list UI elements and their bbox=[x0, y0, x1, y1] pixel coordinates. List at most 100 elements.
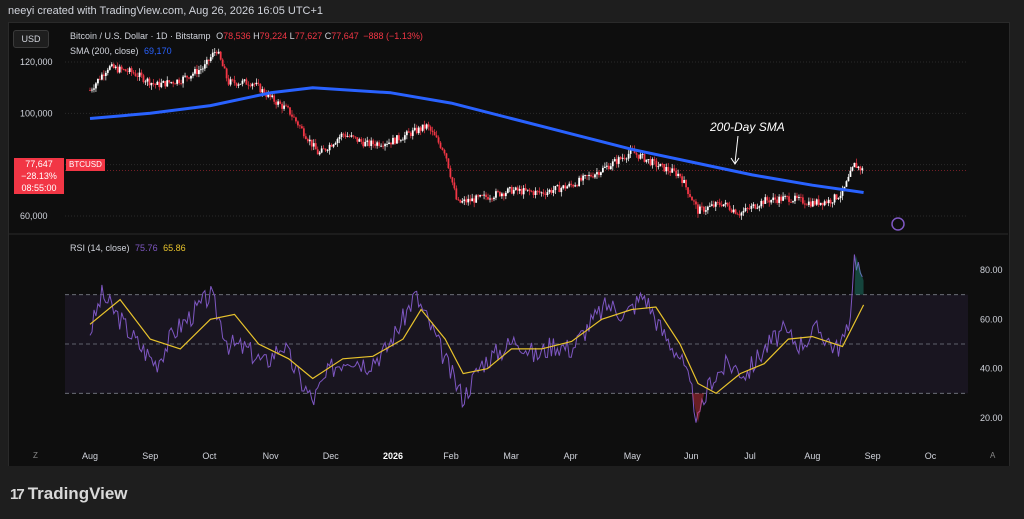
candle-body bbox=[491, 198, 493, 200]
candle-body bbox=[285, 105, 287, 107]
candle-body bbox=[211, 52, 214, 58]
candle-body bbox=[530, 191, 533, 193]
sma-legend: SMA (200, close) 69,170 bbox=[70, 46, 172, 56]
candle-body bbox=[748, 208, 751, 210]
candle-body bbox=[629, 149, 632, 154]
candle-body bbox=[855, 162, 858, 169]
rsi-axis-tick: 20.00 bbox=[980, 413, 1003, 423]
candle-body bbox=[833, 194, 836, 203]
tradingview-logo[interactable]: 17 TradingView bbox=[10, 484, 128, 504]
candle-body bbox=[136, 76, 139, 77]
candle-body bbox=[552, 190, 555, 193]
candle-body bbox=[328, 144, 331, 151]
candle-body bbox=[609, 166, 612, 170]
candle-body bbox=[405, 131, 408, 136]
candle-body bbox=[647, 159, 650, 160]
candle-body bbox=[174, 83, 177, 85]
candle-body bbox=[413, 127, 416, 131]
candle-body bbox=[566, 186, 569, 189]
candle-body bbox=[190, 75, 192, 79]
candle-body bbox=[267, 93, 270, 97]
candle-body bbox=[685, 180, 687, 188]
candle-body bbox=[403, 135, 406, 140]
candle-body bbox=[758, 206, 761, 208]
candle-body bbox=[338, 137, 341, 140]
rsi-axis-tick: 60.00 bbox=[980, 314, 1003, 324]
candle-body bbox=[766, 197, 769, 201]
candle-body bbox=[380, 145, 382, 147]
candle-body bbox=[584, 175, 586, 176]
rsi-axis-tick: 40.00 bbox=[980, 364, 1003, 374]
candle-body bbox=[805, 204, 808, 206]
candle-body bbox=[592, 176, 594, 178]
time-axis-tick: 2026 bbox=[383, 451, 403, 461]
candle-body bbox=[146, 78, 149, 82]
candle-body bbox=[279, 101, 282, 104]
candle-body bbox=[423, 124, 426, 129]
candle-body bbox=[186, 75, 188, 78]
candle-body bbox=[148, 78, 151, 86]
rsi-overbought-fill bbox=[854, 255, 864, 295]
candle-body bbox=[291, 114, 293, 117]
candle-body bbox=[425, 124, 428, 129]
close-label: C bbox=[324, 31, 332, 41]
candle-body bbox=[411, 130, 414, 136]
candle-body bbox=[702, 206, 705, 212]
candle-body bbox=[306, 139, 309, 142]
candle-body bbox=[293, 116, 295, 118]
candle-body bbox=[477, 195, 480, 197]
candle-body bbox=[104, 72, 107, 76]
candle-body bbox=[340, 133, 343, 138]
candle-body bbox=[251, 83, 254, 87]
chart-canvas[interactable]: 60,00080,000100,000120,00020.0040.0060.0… bbox=[0, 0, 1024, 466]
candle-body bbox=[762, 200, 765, 204]
candle-body bbox=[752, 204, 755, 206]
candle-body bbox=[526, 189, 529, 191]
candle-body bbox=[473, 198, 476, 203]
candle-body bbox=[203, 64, 206, 69]
candle-body bbox=[378, 142, 381, 146]
price-tag-change: −28.13% bbox=[21, 171, 57, 181]
candle-body bbox=[520, 189, 523, 195]
candle-body bbox=[778, 196, 781, 203]
candle-body bbox=[237, 84, 240, 86]
candle-body bbox=[683, 180, 685, 183]
candle-body bbox=[770, 199, 773, 203]
candle-body bbox=[124, 69, 127, 72]
candle-body bbox=[465, 199, 468, 203]
candle-body bbox=[243, 79, 246, 81]
candle-body bbox=[374, 144, 377, 146]
candle-body bbox=[132, 72, 135, 74]
candle-body bbox=[271, 95, 274, 97]
candle-body bbox=[510, 187, 513, 194]
candle-body bbox=[368, 140, 371, 146]
candle-body bbox=[782, 196, 784, 201]
candle-body bbox=[312, 143, 315, 147]
candle-body bbox=[245, 79, 248, 85]
candle-body bbox=[619, 157, 622, 159]
rsi-legend: RSI (14, close) 75.76 65.86 bbox=[70, 243, 186, 253]
candle-body bbox=[396, 135, 398, 144]
time-axis-tick: Sep bbox=[865, 451, 881, 461]
candle-body bbox=[590, 174, 592, 177]
candle-body bbox=[803, 203, 806, 205]
candle-body bbox=[180, 83, 182, 85]
candle-body bbox=[489, 198, 491, 200]
candle-body bbox=[645, 159, 648, 162]
candle-body bbox=[229, 79, 232, 85]
zoom-icon[interactable]: Z bbox=[33, 451, 38, 460]
candle-body bbox=[326, 150, 329, 152]
sma-annotation: 200-Day SMA bbox=[710, 120, 785, 134]
candle-body bbox=[760, 200, 763, 207]
candle-body bbox=[156, 81, 159, 85]
candle-body bbox=[487, 197, 489, 200]
candle-body bbox=[352, 135, 355, 137]
candle-body bbox=[316, 149, 319, 155]
candle-body bbox=[382, 145, 384, 147]
auto-scale-icon[interactable]: A bbox=[990, 451, 996, 460]
currency-button[interactable]: USD bbox=[13, 30, 49, 48]
candle-body bbox=[673, 168, 676, 171]
candle-body bbox=[299, 125, 301, 127]
candle-body bbox=[445, 153, 448, 159]
candle-body bbox=[798, 197, 800, 198]
